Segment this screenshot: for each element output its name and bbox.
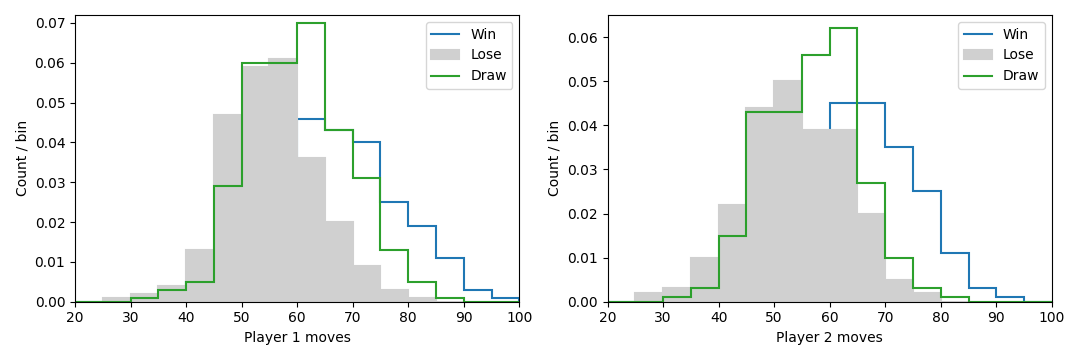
- Y-axis label: Count / bin: Count / bin: [548, 120, 562, 197]
- Legend: Win, Lose, Draw: Win, Lose, Draw: [426, 22, 512, 89]
- X-axis label: Player 2 moves: Player 2 moves: [777, 331, 883, 345]
- X-axis label: Player 1 moves: Player 1 moves: [244, 331, 351, 345]
- Y-axis label: Count / bin: Count / bin: [15, 120, 29, 197]
- Legend: Win, Lose, Draw: Win, Lose, Draw: [958, 22, 1044, 89]
